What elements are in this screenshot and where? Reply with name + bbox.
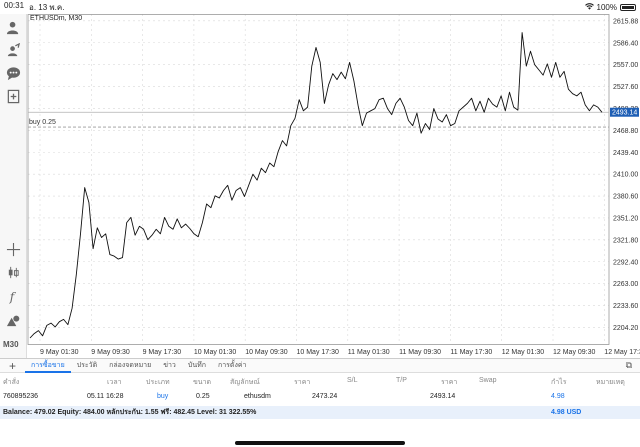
order-level: buy 0.25 — [28, 111, 609, 128]
status-date: อ. 13 พ.ค. — [29, 2, 65, 12]
y-tick-label: 2380.60 — [613, 194, 638, 201]
price-tag: 2493.14 — [610, 107, 639, 117]
bottom-tabbar: + การซื้อขาย ประวัติ กล่องจดหมาย ข่าว บั… — [0, 358, 640, 373]
wifi-icon — [584, 2, 594, 12]
chat-icon[interactable] — [4, 64, 23, 83]
chart-axes: 2615.882586.402557.002527.602498.202468.… — [27, 14, 640, 356]
y-tick-label: 2233.60 — [613, 303, 638, 310]
summary-text: Balance: 479.02 Equity: 484.00 หลักประกั… — [3, 409, 257, 416]
y-tick-label: 2468.80 — [613, 128, 638, 135]
col-symbol: สัญลักษณ์ — [230, 379, 260, 386]
tab-mailbox[interactable]: กล่องจดหมาย — [109, 362, 152, 369]
x-tick-label: 9 May 09:30 — [91, 349, 130, 356]
col-open-price: ราคา — [294, 379, 311, 386]
crosshair-icon[interactable] — [4, 240, 23, 259]
price-chart[interactable]: 2615.882586.402557.002527.602498.202468.… — [27, 14, 640, 358]
y-tick-label: 2527.60 — [613, 84, 638, 91]
col-price: ราคา — [441, 379, 458, 386]
current-price-tag — [610, 107, 639, 117]
y-tick-label: 2321.80 — [613, 237, 638, 244]
y-tick-label: 2263.00 — [613, 281, 638, 288]
x-tick-label: 12 May 17:30 — [604, 349, 640, 356]
col-profit: กำไร — [551, 379, 567, 386]
positions-header: คำสั่ง เวลา ประเภท ขนาด สัญลักษณ์ ราคา S… — [0, 377, 640, 388]
add-icon[interactable]: + — [8, 358, 16, 373]
timeframe-label[interactable]: M30 — [3, 340, 19, 349]
col-type: ประเภท — [146, 379, 170, 386]
x-tick-label: 10 May 09:30 — [245, 349, 288, 356]
row-profit: 4.98 — [551, 393, 565, 400]
row-symbol: ethusdm — [244, 393, 271, 400]
x-tick-label: 11 May 17:30 — [450, 349, 492, 356]
order-line-label: buy 0.25 — [29, 119, 56, 126]
price-series-line — [29, 32, 603, 339]
function-icon[interactable]: f — [4, 287, 23, 306]
plot-frame — [27, 14, 610, 345]
x-tick-label: 12 May 09:30 — [553, 349, 596, 356]
current-price-label: 2493.14 — [612, 110, 637, 117]
chart-grid — [28, 14, 609, 344]
y-tick-label: 2410.00 — [613, 172, 638, 179]
col-swap: Swap — [479, 377, 497, 384]
y-tick-label: 2586.40 — [613, 40, 638, 47]
candles-icon[interactable] — [4, 263, 23, 282]
col-time: เวลา — [107, 379, 122, 386]
x-tick-label: 10 May 01:30 — [194, 349, 237, 356]
status-bar: 00:31 อ. 13 พ.ค. 100% — [0, 0, 640, 14]
row-open-price: 2473.24 — [312, 393, 338, 400]
row-order: 760895236 — [3, 393, 39, 400]
row-time: 05.11 16:28 — [87, 393, 124, 400]
x-tick-label: 10 May 17:30 — [297, 349, 340, 356]
x-tick-label: 12 May 01:30 — [502, 349, 545, 356]
col-comment: หมายเหตุ — [596, 379, 625, 386]
x-tick-label: 11 May 09:30 — [399, 349, 441, 356]
person-arrows-icon[interactable] — [4, 41, 23, 60]
status-time: 00:31 — [4, 0, 25, 10]
y-tick-label: 2204.20 — [613, 325, 638, 332]
col-tp: T/P — [396, 377, 407, 384]
y-tick-label: 2439.40 — [613, 150, 638, 157]
chart-title: ETHUSDm, M30 — [30, 15, 83, 22]
y-tick-label: 2292.40 — [613, 259, 638, 266]
battery-percent: 100% — [596, 2, 617, 12]
tab-history[interactable]: ประวัติ — [76, 362, 98, 369]
price-series — [29, 32, 603, 339]
tab-journal[interactable]: บันทึก — [187, 362, 206, 369]
table-row[interactable]: 760895236 05.11 16:28 buy 0.25 ethusdm 2… — [0, 393, 640, 404]
add-document-icon[interactable] — [4, 87, 23, 106]
expand-icon[interactable]: ⧉ — [625, 360, 632, 370]
chart-canvas[interactable]: 2615.882586.402557.002527.602498.202468.… — [27, 14, 640, 358]
col-size: ขนาด — [193, 379, 212, 386]
tab-news[interactable]: ข่าว — [163, 362, 176, 369]
battery-icon — [620, 3, 636, 11]
row-type: buy — [157, 393, 169, 400]
col-order: คำสั่ง — [3, 379, 20, 386]
row-size: 0.25 — [196, 393, 210, 400]
tab-settings[interactable]: การตั้งค่า — [217, 362, 247, 369]
account-summary: Balance: 479.02 Equity: 484.00 หลักประกั… — [0, 406, 640, 419]
left-toolbar: f M30 — [0, 14, 27, 358]
y-tick-label: 2351.20 — [613, 215, 638, 222]
row-price: 2493.14 — [430, 393, 456, 400]
objects-icon[interactable] — [4, 311, 23, 330]
summary-profit: 4.98 USD — [551, 409, 582, 416]
y-tick-label: 2557.00 — [613, 62, 638, 69]
col-sl: S/L — [347, 377, 358, 384]
x-tick-label: 9 May 01:30 — [40, 349, 79, 356]
x-tick-label: 11 May 01:30 — [348, 349, 390, 356]
y-tick-label: 2615.88 — [613, 18, 638, 25]
home-indicator — [235, 441, 405, 445]
tab-trade[interactable]: การซื้อขาย — [25, 358, 71, 373]
svg-text:f: f — [9, 290, 17, 304]
x-tick-label: 9 May 17:30 — [143, 349, 182, 356]
person-plus-icon[interactable] — [4, 18, 23, 37]
